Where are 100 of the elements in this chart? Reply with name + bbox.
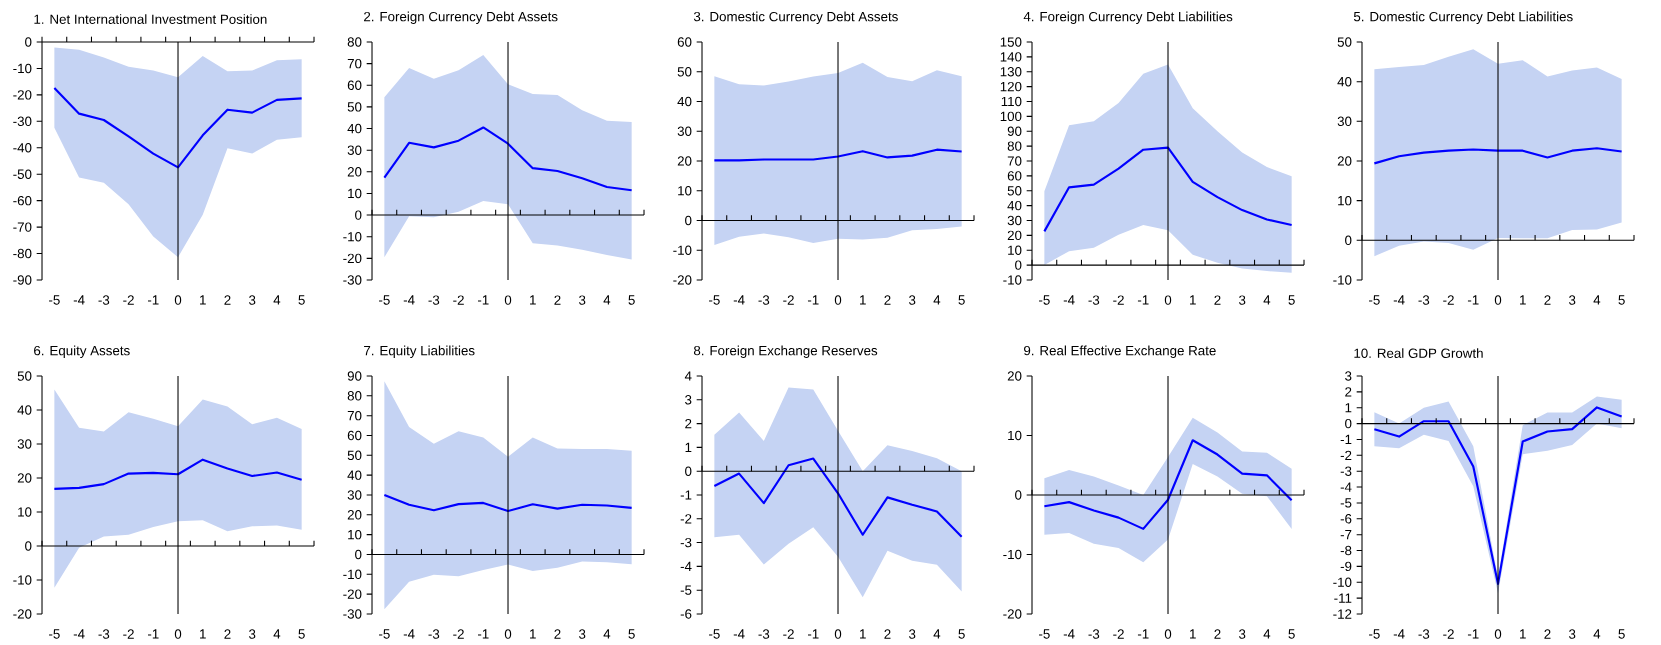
x-tick-label: -3: [1088, 629, 1100, 639]
x-tick-label: -1: [807, 629, 819, 639]
chart-title: 8. Foreign Exchange Reserves: [693, 345, 878, 358]
x-tick-label: 1: [1520, 295, 1526, 305]
x-tick-label: -2: [123, 295, 134, 305]
x-tick-label: -1: [477, 295, 489, 305]
x-tick-label: 0: [174, 629, 182, 639]
y-tick-label: 20: [1007, 371, 1022, 381]
y-tick-label: 0: [1345, 235, 1352, 246]
x-tick-label: 4: [933, 629, 941, 639]
x-tick-label: -4: [73, 629, 85, 639]
chart-title: 5. Domestic Currency Debt Liabilities: [1353, 11, 1573, 24]
y-tick-label: -10: [673, 245, 692, 255]
x-tick-label: -4: [403, 295, 415, 305]
y-tick-label: 140: [1000, 52, 1022, 62]
line-series: [383, 126, 633, 192]
y-tick-label: 50: [1007, 186, 1022, 196]
x-tick-label: -4: [733, 629, 745, 639]
x-tick-label: -3: [98, 629, 110, 639]
y-tick-label: 50: [17, 371, 32, 381]
y-tick-label: 30: [1007, 215, 1022, 226]
x-tick-label: 4: [1263, 295, 1271, 305]
y-tick-label: -20: [343, 253, 362, 264]
x-tick-label: 0: [834, 295, 842, 305]
x-tick-label: 4: [273, 295, 281, 305]
y-tick-label: 60: [677, 37, 692, 47]
x-tick-label: -1: [147, 629, 159, 639]
y-tick-label: -7: [1340, 530, 1352, 540]
y-tick-label: 40: [1007, 200, 1022, 211]
x-tick-label: 4: [603, 629, 611, 639]
x-tick-label: -5: [1039, 629, 1050, 639]
y-tick-label: 0: [685, 215, 692, 226]
y-tick-label: -30: [343, 609, 362, 619]
x-tick-label: -1: [1467, 295, 1479, 305]
x-tick-label: 0: [1494, 295, 1502, 305]
x-tick-label: -5: [49, 629, 60, 639]
y-tick-label: -30: [13, 116, 32, 127]
y-tick-label: 0: [1345, 418, 1352, 429]
y-tick-label: -5: [680, 585, 692, 595]
y-tick-label: -10: [1003, 275, 1022, 285]
x-tick-label: -3: [758, 629, 770, 639]
y-tick-label: -10: [13, 63, 32, 74]
y-tick-label: -20: [13, 90, 32, 100]
line-series: [1373, 147, 1623, 165]
x-tick-label: -2: [1113, 629, 1124, 639]
x-tick-label: 5: [1288, 629, 1295, 639]
y-tick-label: -4: [680, 561, 692, 571]
y-tick-label: 10: [1338, 195, 1352, 206]
y-tick-label: 0: [355, 549, 362, 560]
x-tick-label: -4: [1063, 629, 1075, 639]
x-tick-label: -3: [1088, 295, 1100, 305]
x-tick-label: 2: [554, 295, 561, 305]
x-tick-label: 5: [298, 295, 305, 305]
y-tick-label: 10: [1008, 245, 1022, 255]
y-tick-label: 30: [677, 126, 692, 136]
x-tick-label: 3: [908, 629, 916, 639]
y-tick-label: 30: [17, 439, 32, 449]
y-tick-label: 0: [1015, 260, 1022, 270]
x-tick-label: 4: [603, 295, 611, 305]
y-tick-label: 40: [1337, 76, 1352, 87]
x-tick-label: 0: [504, 629, 512, 639]
x-tick-label: 5: [1288, 295, 1295, 305]
x-tick-label: 2: [884, 295, 891, 305]
y-tick-label: 3: [1345, 371, 1352, 381]
y-tick-label: 20: [1337, 156, 1352, 166]
y-tick-label: -3: [680, 537, 692, 548]
x-tick-label: 5: [298, 629, 305, 639]
x-tick-label: 1: [860, 295, 866, 305]
y-tick-label: 60: [347, 80, 362, 90]
y-tick-label: -5: [1340, 498, 1352, 508]
x-tick-label: 0: [834, 629, 842, 639]
x-tick-label: -2: [783, 295, 794, 305]
y-tick-label: -90: [13, 275, 32, 285]
x-tick-label: -2: [453, 629, 464, 639]
x-tick-label: 2: [1214, 629, 1221, 639]
x-tick-label: 2: [1214, 295, 1221, 305]
y-tick-label: -20: [1003, 609, 1022, 619]
y-tick-label: 3: [685, 395, 692, 405]
x-tick-label: -3: [98, 295, 110, 305]
x-tick-label: 3: [908, 295, 916, 305]
x-tick-label: -5: [379, 629, 390, 639]
x-tick-label: 2: [224, 295, 231, 305]
y-tick-label: 70: [347, 410, 362, 421]
y-tick-label: 50: [347, 450, 362, 461]
y-tick-label: 80: [1007, 141, 1022, 151]
x-tick-label: 3: [578, 295, 586, 305]
y-tick-label: 1: [685, 442, 692, 452]
y-tick-label: -2: [680, 514, 692, 524]
x-tick-label: -5: [709, 629, 720, 639]
x-tick-label: -1: [1137, 295, 1149, 305]
y-tick-label: 10: [348, 529, 362, 540]
y-tick-label: -10: [1333, 275, 1352, 285]
x-tick-label: 1: [1190, 629, 1196, 639]
y-tick-label: 20: [347, 167, 362, 177]
x-tick-label: -1: [147, 295, 159, 305]
chart-title: 4. Foreign Currency Debt Liabilities: [1023, 11, 1233, 24]
y-tick-label: 10: [18, 507, 32, 517]
x-tick-label: -2: [1443, 629, 1454, 639]
x-tick-label: 5: [1618, 629, 1625, 639]
y-tick-label: 90: [1007, 126, 1022, 136]
